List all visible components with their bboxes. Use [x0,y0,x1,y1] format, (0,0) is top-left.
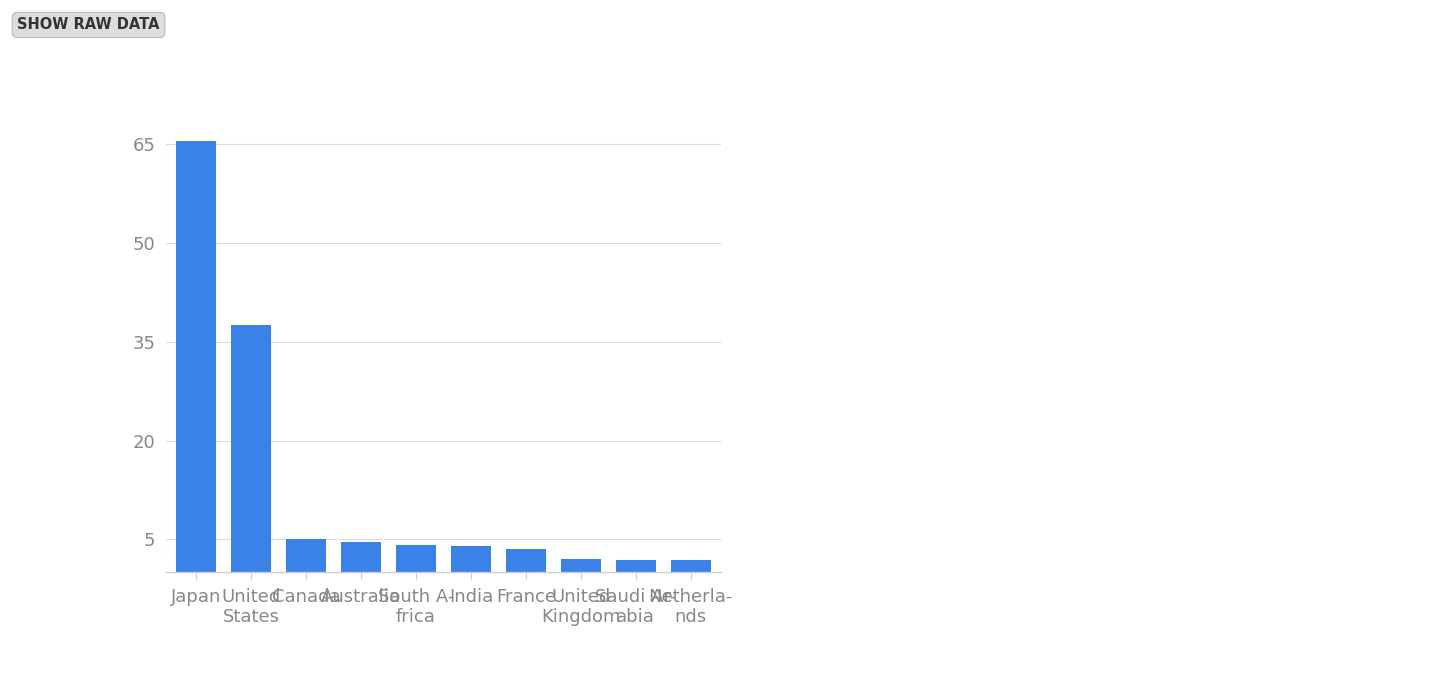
Bar [342,542,381,572]
Bar [451,546,490,572]
Bar [176,140,216,572]
Bar [231,325,271,572]
Bar [397,545,435,572]
Text: SHOW RAW DATA: SHOW RAW DATA [17,17,160,32]
Bar [671,560,711,572]
Bar [616,560,656,572]
Bar [286,539,326,572]
Bar [506,549,545,572]
Bar [561,559,601,572]
